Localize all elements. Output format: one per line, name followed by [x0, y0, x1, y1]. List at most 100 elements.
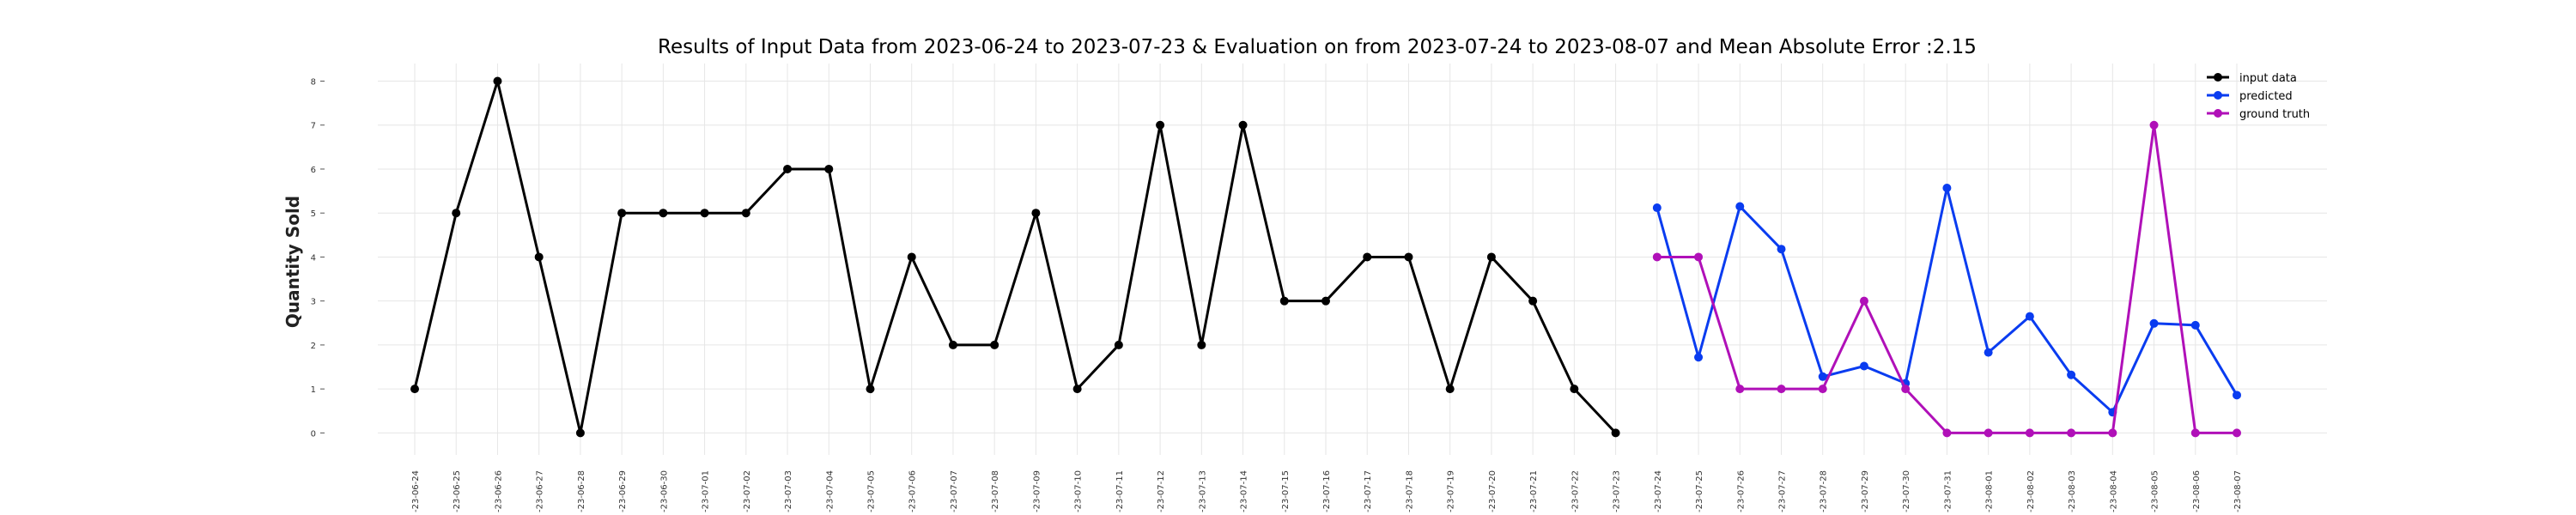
y-axis-ticks: 0 1 2 3 4 5 6 7 8 — [311, 77, 325, 439]
y-tick-label: 1 — [311, 385, 316, 395]
data-point — [1611, 428, 1620, 438]
x-tick-label: -23-08-01 — [1985, 470, 1995, 512]
x-tick-label: -23-07-09 — [1032, 470, 1042, 512]
data-point — [452, 209, 461, 218]
data-point — [410, 385, 419, 394]
data-point — [700, 209, 709, 218]
series-predicted — [1652, 183, 2241, 417]
data-point — [617, 209, 627, 218]
data-point — [2108, 428, 2117, 438]
legend-swatch-marker — [2214, 91, 2222, 100]
series-ground-truth — [1652, 120, 2241, 438]
data-point — [2025, 428, 2034, 438]
legend: input data predicted ground truth — [2207, 72, 2310, 121]
legend-swatch-marker — [2214, 73, 2222, 82]
data-point — [1114, 340, 1123, 349]
data-point — [1363, 252, 1372, 262]
series-input-data — [410, 76, 1620, 438]
data-point — [534, 252, 544, 262]
data-point — [2233, 428, 2241, 438]
data-point — [948, 340, 957, 349]
data-point — [1694, 353, 1704, 362]
data-point — [1156, 120, 1165, 130]
data-point — [741, 209, 750, 218]
y-tick-label: 2 — [311, 342, 316, 351]
data-point — [824, 164, 834, 173]
x-tick-label: -23-07-12 — [1157, 470, 1166, 512]
x-tick-label: -23-08-06 — [2192, 470, 2202, 512]
x-tick-label: -23-07-21 — [1529, 470, 1539, 512]
data-point — [1777, 245, 1786, 254]
x-tick-label: -23-08-03 — [2068, 470, 2077, 512]
data-point — [1031, 209, 1041, 218]
x-tick-label: -23-06-26 — [494, 470, 503, 512]
data-point — [1735, 385, 1745, 394]
x-tick-label: -23-07-31 — [1943, 470, 1953, 512]
y-tick-label: 6 — [311, 166, 316, 175]
x-tick-label: -23-06-29 — [618, 470, 628, 512]
data-point — [1942, 183, 1952, 192]
data-point — [493, 76, 502, 86]
chart-title: Results of Input Data from 2023-06-24 to… — [658, 36, 1977, 58]
x-tick-label: -23-07-17 — [1364, 470, 1373, 512]
data-point — [1404, 252, 1413, 262]
x-tick-label: -23-07-27 — [1778, 470, 1788, 512]
x-tick-label: -23-07-16 — [1322, 470, 1332, 512]
x-tick-label: -23-07-28 — [1820, 470, 1829, 512]
data-point — [2067, 370, 2076, 379]
y-tick-label: 4 — [311, 253, 316, 263]
x-tick-label: -23-06-24 — [411, 470, 421, 512]
data-point — [2067, 428, 2076, 438]
x-tick-label: -23-07-26 — [1736, 470, 1746, 512]
data-point — [1445, 385, 1455, 394]
data-point — [1238, 120, 1248, 130]
x-tick-label: -23-07-13 — [1198, 470, 1207, 512]
x-tick-label: -23-08-05 — [2151, 470, 2160, 512]
y-tick-label: 0 — [311, 429, 316, 439]
series-layer — [410, 76, 2241, 438]
data-point — [1694, 252, 1704, 262]
x-tick-label: -23-07-20 — [1488, 470, 1498, 512]
data-point — [2149, 318, 2159, 328]
x-tick-label: -23-06-25 — [453, 470, 462, 512]
data-point — [1652, 203, 1662, 213]
data-point — [2190, 428, 2200, 438]
data-point — [1072, 385, 1082, 394]
x-tick-label: -23-07-03 — [784, 470, 793, 512]
x-tick-label: -23-08-04 — [2109, 470, 2118, 512]
grid-layer — [378, 64, 2327, 455]
data-point — [783, 164, 793, 173]
x-tick-label: -23-07-01 — [702, 470, 711, 512]
y-tick-label: 3 — [311, 298, 316, 307]
data-point — [2233, 391, 2241, 400]
x-tick-label: -23-08-07 — [2233, 470, 2243, 512]
x-tick-label: -23-07-11 — [1115, 470, 1125, 512]
x-tick-label: -23-06-27 — [536, 470, 545, 512]
x-tick-label: -23-07-10 — [1074, 470, 1084, 512]
data-point — [1279, 296, 1289, 306]
data-point — [1321, 296, 1330, 306]
series-line — [413, 79, 1617, 434]
x-tick-label: -23-07-02 — [743, 470, 752, 512]
data-point — [866, 385, 875, 394]
x-tick-label: -23-07-23 — [1613, 470, 1622, 512]
legend-label: predicted — [2239, 90, 2293, 103]
legend-swatch-marker — [2214, 109, 2222, 118]
data-point — [2149, 120, 2159, 130]
x-tick-label: -23-07-14 — [1240, 470, 1249, 512]
x-tick-label: -23-07-15 — [1281, 470, 1291, 512]
data-point — [1984, 348, 1993, 357]
data-point — [1735, 202, 1745, 211]
x-tick-label: -23-07-30 — [1902, 470, 1911, 512]
data-point — [907, 252, 916, 262]
x-tick-label: -23-07-07 — [950, 470, 959, 512]
y-tick-label: 8 — [311, 77, 316, 87]
data-point — [1901, 385, 1911, 394]
x-tick-label: -23-07-06 — [908, 470, 918, 512]
x-tick-label: -23-06-30 — [659, 470, 669, 512]
data-point — [2190, 320, 2200, 330]
data-point — [1818, 385, 1827, 394]
data-point — [990, 340, 999, 349]
x-tick-label: -23-07-05 — [867, 470, 877, 512]
